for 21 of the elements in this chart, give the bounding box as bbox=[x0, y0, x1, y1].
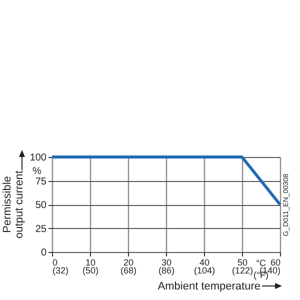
x2-tick-label: (86) bbox=[158, 266, 175, 276]
y-tick-label: 0 bbox=[40, 248, 47, 258]
x-tick-label: 0 bbox=[52, 258, 58, 268]
x2-tick-label: (122) bbox=[232, 266, 254, 276]
text: % bbox=[32, 166, 42, 177]
x2-tick-label: (32) bbox=[52, 266, 69, 276]
y-tick-label: 25 bbox=[35, 224, 47, 235]
x-tick-label: 40 bbox=[199, 258, 210, 268]
y-tick-label: 100 bbox=[30, 152, 47, 164]
x-axis-title: Ambient temperature bbox=[158, 280, 260, 292]
x-tick-label: 60 bbox=[270, 258, 280, 268]
x-tick-label: 30 bbox=[161, 258, 172, 268]
x-tick-label: 10 bbox=[85, 258, 96, 268]
y-tick-label: 50 bbox=[35, 200, 47, 211]
x-tick-label: 20 bbox=[123, 258, 134, 268]
y-axis-title: Permissible output current bbox=[2, 170, 26, 238]
x2-tick-label: (50) bbox=[82, 266, 99, 276]
x-tick-label: 50 bbox=[237, 258, 248, 268]
y-tick-label: 75 bbox=[35, 176, 47, 188]
x2-tick-label: (104) bbox=[194, 266, 216, 276]
x2-tick-label: (68) bbox=[120, 266, 137, 276]
